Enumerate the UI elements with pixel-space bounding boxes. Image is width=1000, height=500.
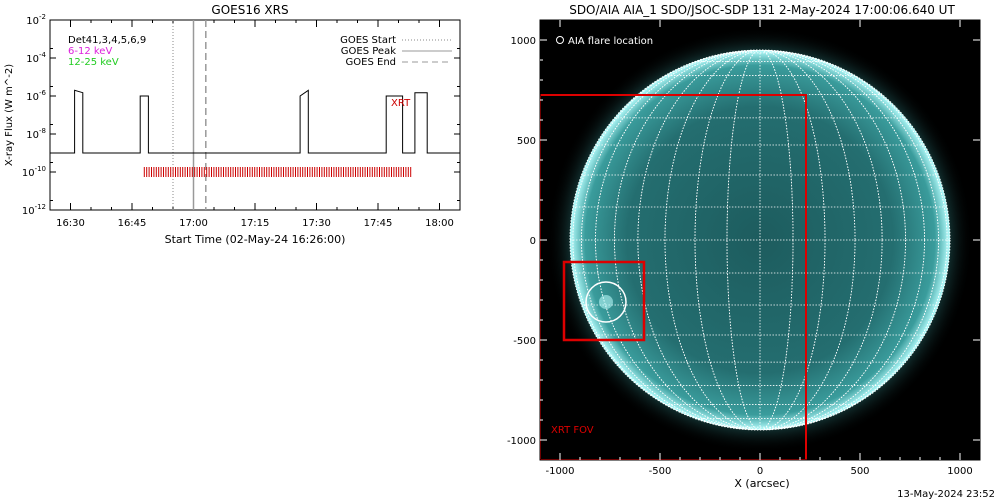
goes-y-tick-label: 10-12	[22, 203, 46, 217]
aia-image-panel: SDO/AIA AIA_1 SDO/JSOC-SDP 131 2-May-202…	[507, 3, 981, 490]
goes-legend: GOES Start GOES Peak GOES End	[340, 35, 452, 68]
longitude-line	[637, 50, 883, 430]
goes-x-tick-label: 17:00	[179, 218, 208, 229]
goes-x-tick-label: 17:30	[302, 218, 331, 229]
goes-y-tick-label: 10-10	[22, 165, 46, 179]
flare-bright-spot	[599, 295, 613, 309]
aia-y-tick-label: 1000	[511, 36, 536, 47]
longitude-line	[572, 50, 948, 430]
goes-flux-series	[50, 89, 460, 154]
xrt-fov-box	[540, 94, 807, 460]
goes-band-low-label: 6-12 keV	[68, 46, 112, 57]
longitude-line	[726, 50, 794, 430]
aia-image-title: SDO/AIA AIA_1 SDO/JSOC-SDP 131 2-May-202…	[569, 3, 955, 17]
goes-xrs-chart: GOES16 XRS 10-12 10-10 10-8 10-6 10-4 10-2 16…	[4, 3, 461, 246]
goes-chart-title: GOES16 XRS	[211, 3, 288, 17]
xrt-fov-label: XRT FOV	[551, 425, 594, 436]
footer-timestamp: 13-May-2024 23:52	[897, 489, 995, 500]
longitude-line	[614, 50, 906, 430]
goes-y-tick-label: 10-6	[26, 89, 46, 103]
goes-det-label: Det41,3,4,5,6,9	[68, 35, 146, 46]
goes-y-tick-label: 10-2	[26, 13, 46, 27]
aia-y-tick-label: 0	[530, 236, 536, 247]
aia-x-tick-label: 0	[757, 466, 763, 477]
longitude-line	[664, 50, 856, 430]
goes-x-tick-label: 18:00	[425, 218, 454, 229]
xrt-pointing-box	[562, 260, 646, 342]
goes-y-axis-label: X-ray Flux (W m^-2)	[4, 64, 15, 166]
heliographic-grid	[569, 49, 951, 431]
legend-goes-start-label: GOES Start	[340, 35, 396, 46]
aia-axes: -1000 -500 0 500 1000 1000 500 0 -500 -1000	[507, 20, 980, 477]
goes-x-axis: 16:30 16:45 17:00 17:15 17:30 17:45 18:00	[49, 20, 461, 229]
aia-y-tick-label: -1000	[507, 436, 536, 447]
goes-x-tick-label: 16:45	[118, 218, 147, 229]
goes-x-tick-label: 17:15	[241, 218, 270, 229]
longitude-line	[581, 50, 939, 430]
goes-xrt-label: XRT	[391, 98, 411, 109]
goes-x-axis-label: Start Time (02-May-24 16:26:00)	[165, 233, 346, 246]
goes-event-markers	[172, 20, 207, 210]
aia-x-tick-label: -500	[649, 466, 672, 477]
legend-goes-end-label: GOES End	[346, 57, 396, 68]
aia-legend-label: AIA flare location	[568, 36, 653, 47]
goes-y-tick-label: 10-4	[26, 51, 46, 65]
goes-band-high-label: 12-25 keV	[68, 57, 119, 68]
legend-goes-peak-label: GOES Peak	[341, 46, 396, 57]
aia-x-tick-label: 1000	[947, 466, 972, 477]
aia-x-tick-label: 500	[850, 466, 869, 477]
aia-y-tick-label: -500	[513, 336, 536, 347]
solar-limb-outline	[569, 49, 951, 431]
goes-x-tick-label: 17:45	[364, 218, 393, 229]
aia-x-axis-label: X (arcsec)	[734, 477, 789, 490]
aia-legend-circle-icon	[556, 36, 564, 44]
aia-overlays	[540, 94, 807, 460]
goes-x-tick-label: 16:30	[56, 218, 85, 229]
aia-flare-location-circle	[585, 281, 627, 323]
goes-y-tick-label: 10-8	[26, 127, 46, 141]
xrt-observation-ticks	[143, 167, 412, 177]
aia-y-tick-label: 500	[517, 136, 536, 147]
longitude-line	[694, 50, 826, 430]
aia-x-tick-label: -1000	[545, 466, 574, 477]
